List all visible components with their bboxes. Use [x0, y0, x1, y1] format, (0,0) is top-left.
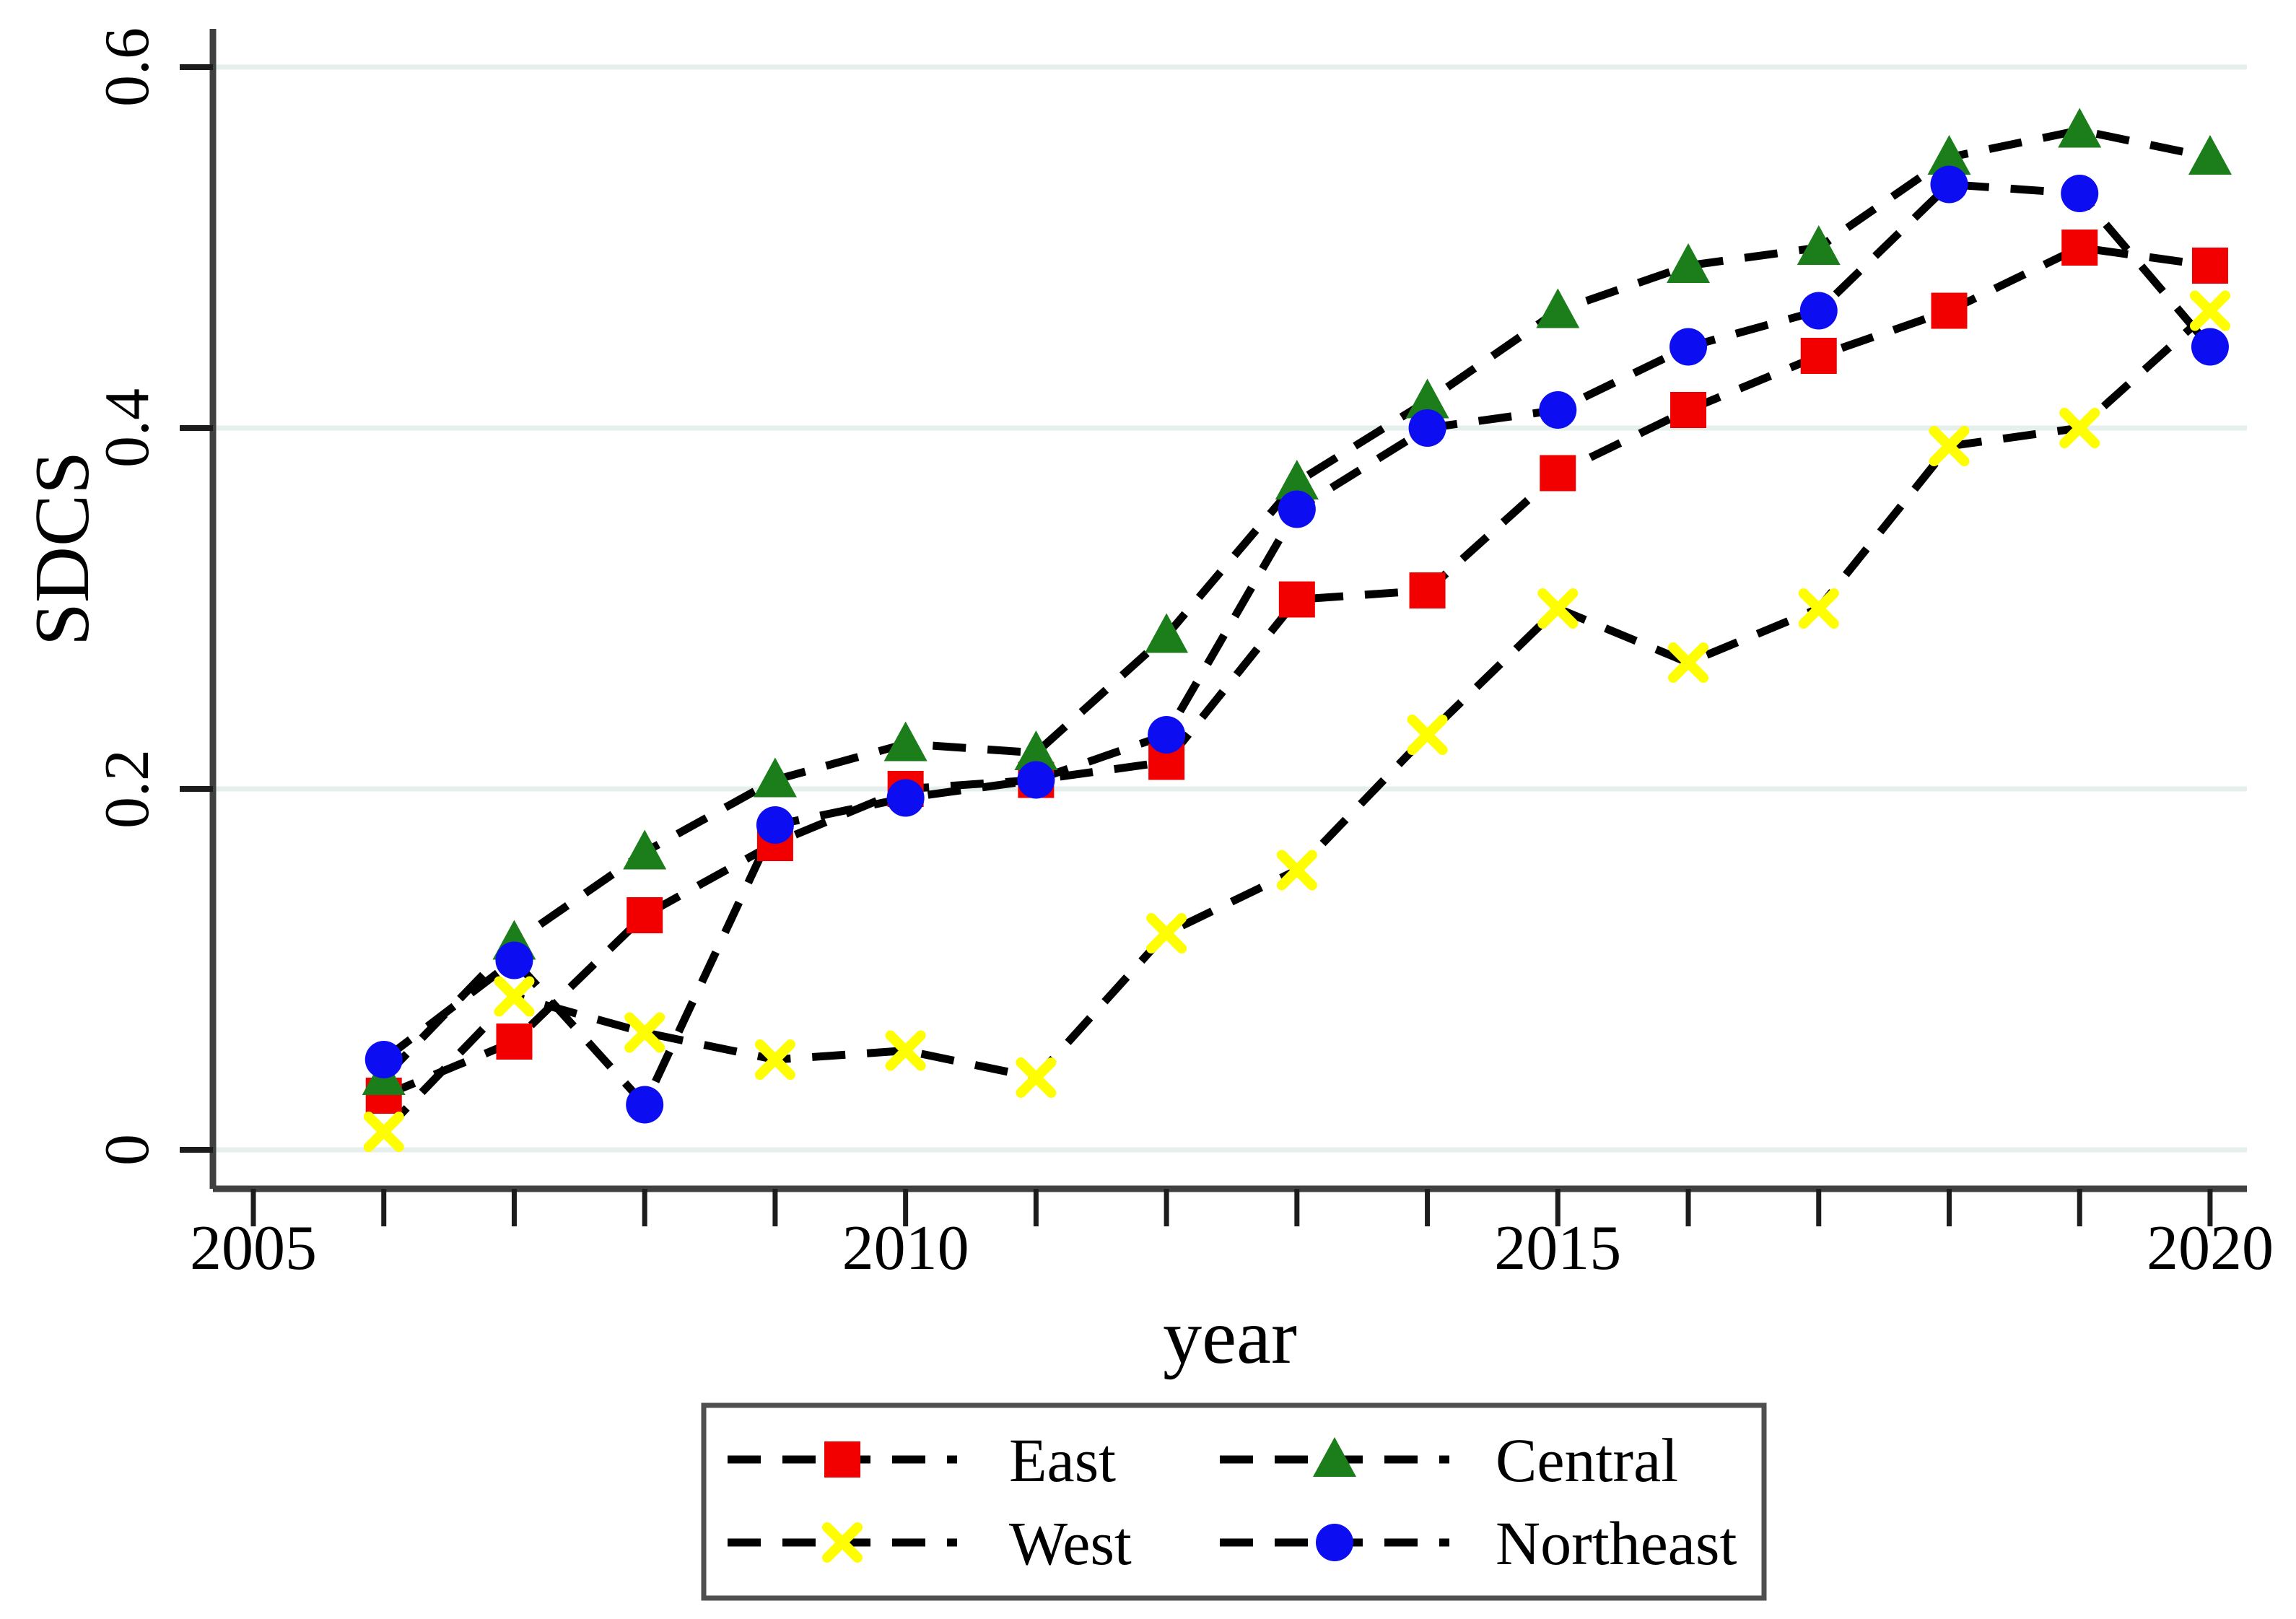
east-marker-2018 — [1931, 292, 1968, 329]
west-marker-2015 — [1537, 588, 1579, 629]
central-marker-2016 — [1667, 243, 1711, 283]
west-marker-2009 — [754, 1039, 795, 1080]
west-marker-2008 — [624, 1012, 665, 1053]
west-marker-2007 — [494, 976, 535, 1017]
series-markers-west — [363, 290, 2230, 1152]
legend-marker-central — [1313, 1437, 1356, 1477]
line-east — [382, 243, 2211, 1100]
northeast-marker-2015 — [1539, 391, 1577, 429]
northeast-marker-2007 — [495, 941, 533, 979]
central-marker-2010 — [883, 721, 927, 762]
west-marker-2020 — [2189, 290, 2230, 331]
east-marker-2008 — [627, 897, 663, 933]
east-marker-2007 — [496, 1024, 533, 1060]
west-marker-2006 — [363, 1112, 404, 1152]
central-marker-2018 — [1927, 135, 1971, 175]
west-marker-2019 — [2059, 408, 2100, 448]
central-marker-2009 — [753, 757, 797, 798]
east-marker-2015 — [1540, 455, 1576, 492]
legend-marker-east — [824, 1441, 860, 1478]
central-marker-2017 — [1797, 225, 1841, 265]
west-marker-2012 — [1146, 913, 1187, 953]
line-central — [380, 126, 2212, 1081]
east-marker-2014 — [1409, 572, 1446, 608]
northeast-marker-2016 — [1669, 328, 1708, 366]
central-marker-2011 — [1014, 730, 1058, 770]
legend-marker-west — [822, 1522, 863, 1563]
northeast-marker-2014 — [1408, 409, 1446, 447]
legend-marker-northeast — [1316, 1524, 1353, 1561]
northeast-marker-2018 — [1930, 165, 1968, 204]
east-marker-2020 — [2191, 248, 2228, 284]
central-marker-2014 — [1405, 378, 1449, 419]
northeast-marker-2006 — [365, 1041, 403, 1078]
west-marker-2013 — [1276, 850, 1317, 891]
series-line-central — [380, 126, 2212, 1081]
northeast-marker-2017 — [1799, 292, 1838, 330]
west-marker-2016 — [1668, 642, 1709, 683]
northeast-marker-2013 — [1278, 490, 1316, 528]
east-marker-2013 — [1278, 581, 1315, 618]
legend-label-east: East — [1009, 1426, 1116, 1495]
west-marker-2017 — [1798, 588, 1839, 629]
x-tick-label-2005: 2005 — [190, 1213, 317, 1283]
central-marker-2008 — [623, 829, 667, 870]
y-tick-label-0.6: 0.6 — [92, 27, 162, 107]
central-marker-2020 — [2188, 135, 2232, 175]
northeast-marker-2010 — [886, 779, 925, 817]
northeast-marker-2008 — [626, 1086, 664, 1124]
northeast-marker-2009 — [756, 806, 794, 844]
central-marker-2012 — [1145, 613, 1189, 653]
legend-entry-central: Central — [1220, 1426, 1678, 1495]
legend-entry-west: West — [728, 1509, 1132, 1578]
legend-box — [701, 1402, 1767, 1601]
y-tick-label-0.4: 0.4 — [92, 388, 162, 468]
east-marker-2017 — [1800, 338, 1837, 374]
northeast-marker-2019 — [2061, 175, 2099, 212]
series-markers-east — [365, 230, 2228, 1114]
x-tick-label-2010: 2010 — [842, 1213, 969, 1283]
northeast-marker-2011 — [1017, 761, 1055, 799]
y-axis-title: SDCS — [19, 451, 105, 646]
east-marker-2019 — [2061, 230, 2098, 266]
x-axis-title: year — [1163, 1294, 1297, 1380]
x-tick-label-2020: 2020 — [2147, 1213, 2274, 1283]
northeast-marker-2012 — [1148, 716, 1186, 754]
legend-label-northeast: Northeast — [1496, 1509, 1737, 1578]
y-tick-label-0: 0 — [92, 1134, 162, 1166]
central-marker-2015 — [1536, 288, 1580, 328]
east-marker-2016 — [1670, 392, 1707, 428]
legend-label-central: Central — [1496, 1426, 1678, 1495]
series-markers-northeast — [365, 165, 2229, 1124]
northeast-marker-2020 — [2191, 328, 2229, 366]
legend-label-west: West — [1009, 1509, 1132, 1578]
central-marker-2019 — [2058, 108, 2102, 148]
x-tick-label-2015: 2015 — [1494, 1213, 1621, 1283]
central-marker-2013 — [1275, 460, 1319, 499]
west-marker-2014 — [1407, 715, 1448, 755]
west-marker-2011 — [1016, 1057, 1057, 1098]
y-tick-label-0.2: 0.2 — [92, 749, 162, 829]
west-marker-2010 — [885, 1030, 926, 1071]
west-marker-2018 — [1929, 426, 1970, 466]
series-line-east — [382, 243, 2211, 1100]
legend-entry-east: East — [728, 1426, 1116, 1495]
legend-entry-northeast: Northeast — [1220, 1509, 1737, 1578]
